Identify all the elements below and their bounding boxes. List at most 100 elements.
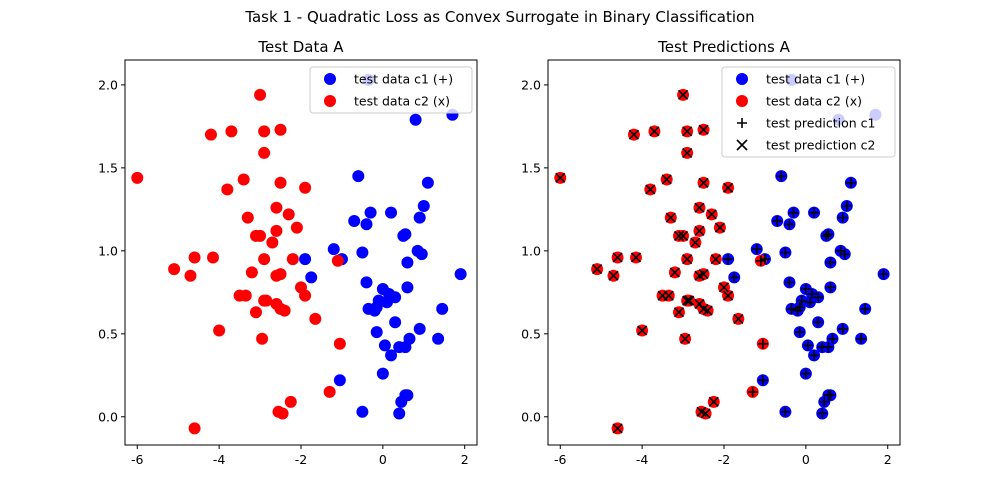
legend-marker [737, 118, 747, 128]
data-point [356, 246, 369, 259]
data-point [786, 303, 797, 314]
data-point [309, 312, 322, 325]
data-point [665, 212, 676, 223]
data-point [630, 252, 642, 263]
data-point [409, 113, 422, 126]
data-point [258, 125, 271, 138]
data-point [698, 269, 709, 280]
data-point [333, 337, 346, 350]
x-tick-label: -2 [718, 452, 730, 467]
series-test-data-c1- [299, 73, 467, 420]
series-test-prediction-c2 [555, 89, 744, 434]
data-point [684, 295, 695, 306]
data-point [184, 269, 197, 282]
data-point [823, 342, 834, 353]
y-tick-label: 1.5 [521, 160, 541, 175]
data-point [378, 339, 391, 352]
data-point [673, 230, 685, 241]
data-point [266, 236, 279, 249]
data-point [299, 289, 312, 302]
legend-label: test data c2 (x) [354, 94, 450, 109]
data-point [690, 237, 701, 248]
data-point [249, 306, 262, 319]
data-point [364, 206, 377, 219]
data-point [682, 126, 693, 137]
legend-box [721, 66, 896, 158]
data-point [413, 322, 426, 335]
data-point [837, 212, 848, 223]
data-point [821, 230, 832, 241]
data-point [612, 423, 623, 434]
data-point [260, 294, 273, 307]
data-point [723, 182, 734, 193]
data-point [415, 248, 428, 261]
data-point [794, 327, 805, 338]
data-point [784, 277, 795, 288]
data-point [270, 201, 283, 214]
data-point [823, 390, 834, 401]
data-point [860, 303, 871, 314]
data-point [698, 177, 709, 188]
data-point [856, 333, 867, 344]
data-point [254, 88, 267, 101]
axes-test-data-a: Test Data A -6 -4 -2 0 2 0.0 0.5 1.0 1.5 2.0 test d… [98, 38, 478, 467]
data-point [399, 341, 412, 354]
data-point [809, 207, 820, 218]
data-point [649, 126, 660, 137]
data-point [678, 89, 689, 100]
data-point [254, 229, 267, 242]
axes-frame [124, 59, 478, 446]
data-point [213, 324, 226, 337]
series-test-data-c2-x- [131, 88, 346, 435]
data-point [682, 295, 693, 306]
legend-label: test data c1 (+) [766, 72, 865, 87]
data-point [241, 211, 254, 224]
data-point [700, 408, 711, 419]
data-point [706, 209, 717, 220]
data-point [841, 201, 852, 212]
data-point [188, 422, 201, 435]
data-point [772, 215, 783, 226]
x-tick-label: 2 [461, 452, 469, 467]
data-point [784, 219, 795, 230]
data-point [804, 297, 815, 308]
data-point [401, 281, 414, 294]
legend-box [309, 66, 473, 114]
data-point [813, 317, 824, 328]
legend-label: test data c2 (x) [766, 94, 862, 109]
data-point [825, 257, 836, 268]
data-point [813, 292, 824, 303]
data-point [807, 288, 817, 299]
data-point [348, 214, 361, 227]
data-point [131, 171, 144, 184]
data-point [225, 125, 238, 138]
data-point [256, 332, 269, 345]
data-point [747, 386, 758, 397]
data-point [637, 325, 648, 336]
data-point [802, 340, 813, 351]
data-point [370, 301, 383, 314]
data-point [421, 176, 434, 189]
data-point [282, 208, 295, 221]
data-point [663, 290, 674, 301]
data-point [694, 225, 705, 236]
y-tick-label: 0.5 [98, 326, 118, 341]
data-point [757, 338, 768, 349]
data-point [432, 332, 445, 345]
legend-label: test prediction c1 [766, 116, 876, 131]
legend-marker [324, 95, 336, 107]
data-point [413, 211, 426, 224]
data-point [755, 255, 766, 266]
legend-marker [736, 95, 748, 107]
data-point [299, 181, 312, 194]
legend-marker [736, 73, 748, 85]
axes-frame [547, 59, 901, 446]
y-tick-label: 1.0 [521, 243, 541, 258]
data-point [682, 254, 693, 265]
data-point [800, 368, 811, 379]
x-tick-label: -4 [636, 452, 649, 467]
y-tick-label: 2.0 [98, 77, 118, 92]
data-point [356, 405, 369, 418]
data-point [239, 289, 252, 302]
legend: test data c1 (+) test data c2 (x) test pre… [721, 66, 896, 158]
